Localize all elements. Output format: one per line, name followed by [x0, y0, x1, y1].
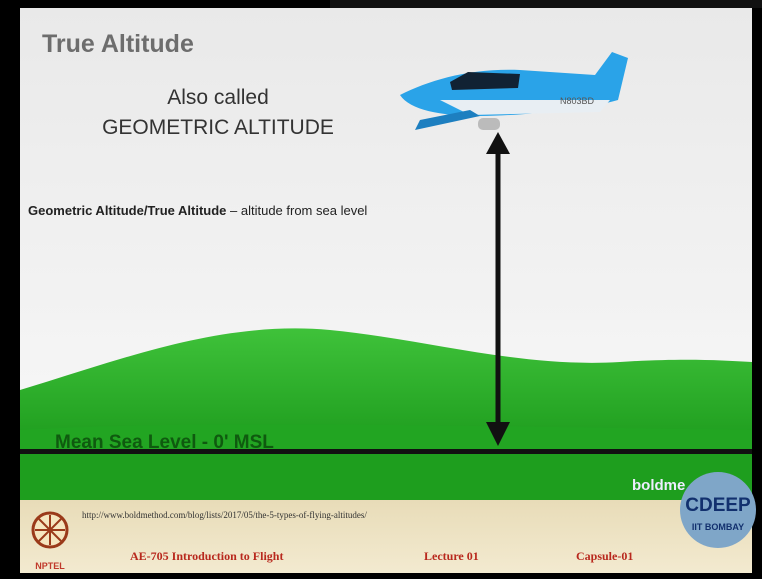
definition-text: – altitude from sea level [230, 203, 367, 218]
nptel-logo: NPTEL [33, 513, 67, 571]
slide-title: True Altitude [42, 30, 194, 58]
watermark: boldme [632, 477, 685, 494]
sea-level-label: Mean Sea Level - 0' MSL [55, 432, 274, 453]
lecture-number: Lecture 01 [424, 549, 479, 563]
definition: Geometric Altitude/True Altitude – altit… [28, 203, 367, 218]
top-edge [330, 0, 762, 8]
subtitle-line: Also called [167, 86, 269, 109]
course-name: AE-705 Introduction to Flight [130, 549, 283, 563]
source-url: http://www.boldmethod.com/blog/lists/201… [82, 510, 367, 520]
cdeep-sub: IIT BOMBAY [692, 522, 744, 532]
slide-frame: N803BD True Altitude Also called GEOMETR… [0, 0, 762, 579]
definition-term: Geometric Altitude/True Altitude [28, 203, 226, 218]
nptel-text: NPTEL [35, 561, 65, 571]
capsule-number: Capsule-01 [576, 549, 633, 563]
page: N803BD True Altitude Also called GEOMETR… [0, 0, 762, 579]
aircraft-registration: N803BD [560, 96, 595, 106]
cdeep-text: CDEEP [685, 495, 751, 516]
cdeep-logo: CDEEP IIT BOMBAY [680, 472, 756, 548]
subtitle-line: GEOMETRIC ALTITUDE [102, 116, 334, 139]
